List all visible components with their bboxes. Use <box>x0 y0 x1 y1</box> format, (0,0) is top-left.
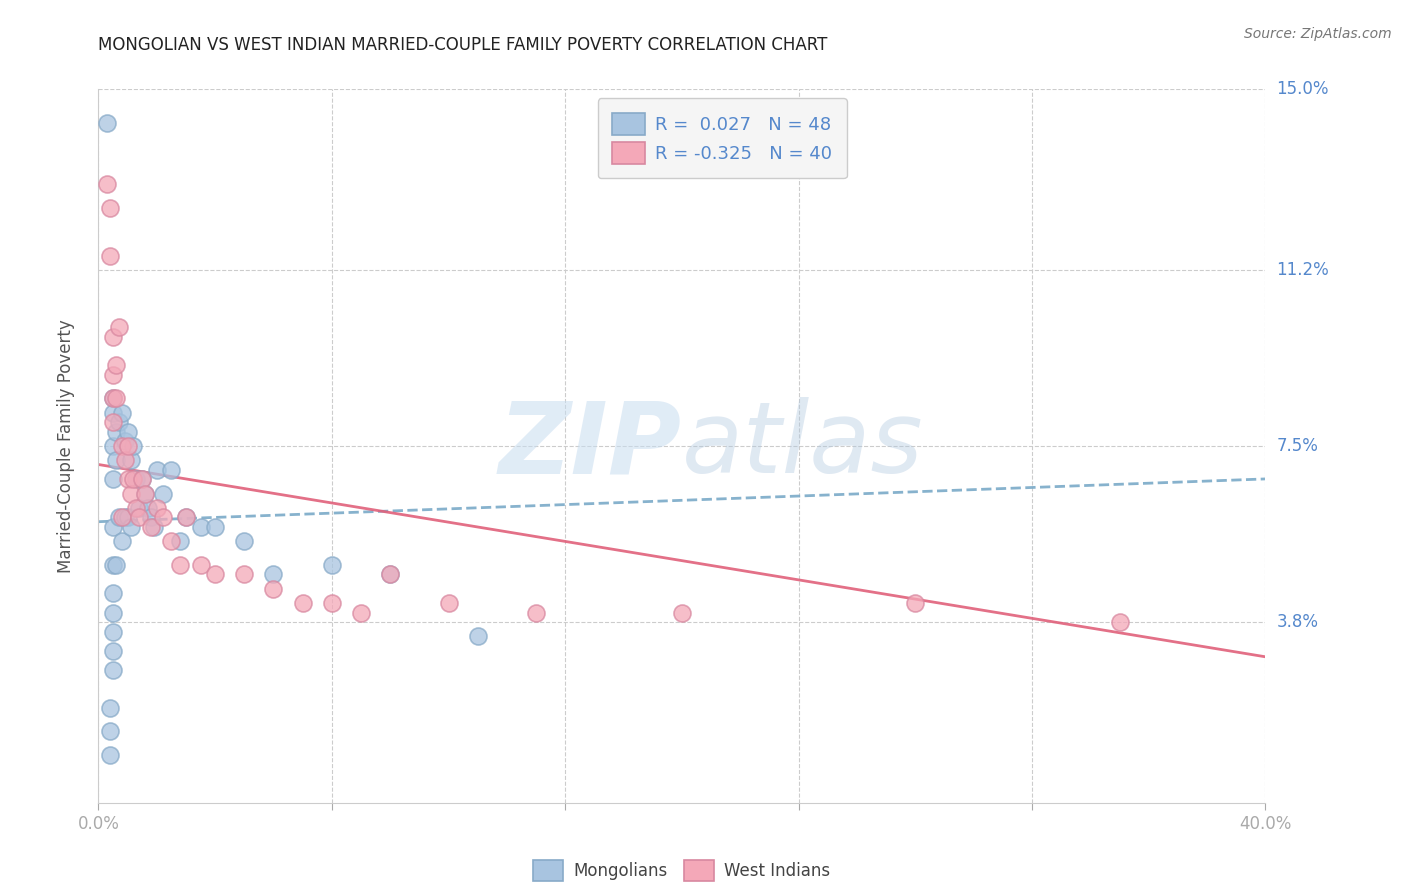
Point <box>101 368 124 382</box>
Point <box>111 534 134 549</box>
Point <box>131 472 153 486</box>
Text: Source: ZipAtlas.com: Source: ZipAtlas.com <box>1244 27 1392 41</box>
Text: 11.2%: 11.2% <box>1277 261 1329 279</box>
Point <box>204 520 226 534</box>
Point <box>350 606 373 620</box>
Point <box>104 425 127 439</box>
Text: 3.8%: 3.8% <box>1277 613 1319 631</box>
Point <box>321 558 343 572</box>
Point <box>134 486 156 500</box>
Point <box>98 249 121 263</box>
Point <box>136 500 159 515</box>
Point <box>142 520 165 534</box>
Point <box>152 486 174 500</box>
Point <box>131 472 153 486</box>
Point <box>291 596 314 610</box>
Point <box>101 406 124 420</box>
Point <box>101 663 124 677</box>
Point <box>904 596 927 610</box>
Point <box>125 472 148 486</box>
Point <box>524 606 547 620</box>
Point <box>101 624 124 639</box>
Point <box>117 510 139 524</box>
Point <box>98 724 121 739</box>
Text: 7.5%: 7.5% <box>1277 437 1319 455</box>
Point <box>96 178 118 192</box>
Point <box>120 486 142 500</box>
Point <box>174 510 197 524</box>
Point <box>98 748 121 763</box>
Point <box>101 392 124 406</box>
Point <box>101 643 124 657</box>
Point <box>146 463 169 477</box>
Point <box>120 453 142 467</box>
Point <box>160 534 183 549</box>
Point <box>160 463 183 477</box>
Point <box>190 558 212 572</box>
Point <box>98 201 121 215</box>
Point <box>169 534 191 549</box>
Point <box>190 520 212 534</box>
Text: ZIP: ZIP <box>499 398 682 494</box>
Point <box>233 567 256 582</box>
Point <box>437 596 460 610</box>
Point <box>134 486 156 500</box>
Point <box>125 500 148 515</box>
Y-axis label: Married-Couple Family Poverty: Married-Couple Family Poverty <box>56 319 75 573</box>
Legend: Mongolians, West Indians: Mongolians, West Indians <box>527 854 837 888</box>
Text: atlas: atlas <box>682 398 924 494</box>
Point <box>120 520 142 534</box>
Point <box>96 115 118 129</box>
Point <box>117 472 139 486</box>
Point <box>108 510 131 524</box>
Point <box>117 425 139 439</box>
Point <box>169 558 191 572</box>
Point <box>111 510 134 524</box>
Point <box>98 700 121 714</box>
Point <box>114 510 136 524</box>
Point <box>101 392 124 406</box>
Text: 15.0%: 15.0% <box>1277 80 1329 98</box>
Point <box>122 439 145 453</box>
Point <box>146 500 169 515</box>
Point <box>108 320 131 334</box>
Point <box>104 358 127 372</box>
Point <box>378 567 402 582</box>
Point <box>233 534 256 549</box>
Point <box>114 453 136 467</box>
Point <box>101 472 124 486</box>
Point <box>671 606 693 620</box>
Point <box>122 472 145 486</box>
Point <box>104 453 127 467</box>
Point <box>111 406 134 420</box>
Point <box>108 415 131 429</box>
Point <box>467 629 489 643</box>
Point <box>262 582 284 596</box>
Point <box>117 439 139 453</box>
Point <box>262 567 284 582</box>
Point <box>111 439 134 453</box>
Point <box>128 510 150 524</box>
Point <box>139 520 162 534</box>
Text: MONGOLIAN VS WEST INDIAN MARRIED-COUPLE FAMILY POVERTY CORRELATION CHART: MONGOLIAN VS WEST INDIAN MARRIED-COUPLE … <box>98 36 828 54</box>
Point <box>101 415 124 429</box>
Point <box>101 439 124 453</box>
Point <box>139 510 162 524</box>
Point <box>174 510 197 524</box>
Point <box>104 392 127 406</box>
Point <box>321 596 343 610</box>
Point <box>101 586 124 600</box>
Point <box>114 434 136 449</box>
Point <box>101 520 124 534</box>
Point <box>1108 615 1130 629</box>
Point <box>101 329 124 343</box>
Point <box>101 606 124 620</box>
Point <box>378 567 402 582</box>
Point <box>204 567 226 582</box>
Point <box>128 500 150 515</box>
Point <box>101 558 124 572</box>
Point <box>152 510 174 524</box>
Point <box>104 558 127 572</box>
